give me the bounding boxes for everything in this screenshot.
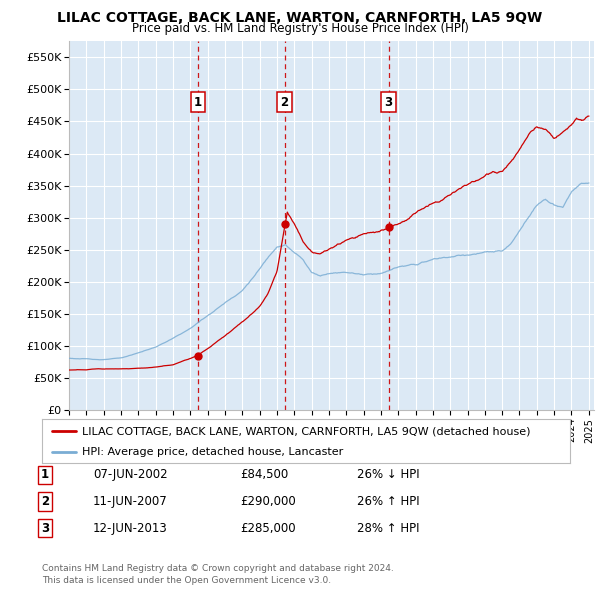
Text: 26% ↓ HPI: 26% ↓ HPI [357, 468, 419, 481]
Text: 26% ↑ HPI: 26% ↑ HPI [357, 495, 419, 508]
Text: £285,000: £285,000 [240, 522, 296, 535]
Text: 28% ↑ HPI: 28% ↑ HPI [357, 522, 419, 535]
Text: 2: 2 [280, 96, 289, 109]
Text: HPI: Average price, detached house, Lancaster: HPI: Average price, detached house, Lanc… [82, 447, 343, 457]
Text: £290,000: £290,000 [240, 495, 296, 508]
Text: £84,500: £84,500 [240, 468, 288, 481]
Text: 3: 3 [41, 522, 49, 535]
Text: LILAC COTTAGE, BACK LANE, WARTON, CARNFORTH, LA5 9QW: LILAC COTTAGE, BACK LANE, WARTON, CARNFO… [58, 11, 542, 25]
Text: 3: 3 [385, 96, 392, 109]
Text: LILAC COTTAGE, BACK LANE, WARTON, CARNFORTH, LA5 9QW (detached house): LILAC COTTAGE, BACK LANE, WARTON, CARNFO… [82, 427, 530, 436]
Text: 12-JUN-2013: 12-JUN-2013 [93, 522, 168, 535]
Text: 11-JUN-2007: 11-JUN-2007 [93, 495, 168, 508]
Text: 07-JUN-2002: 07-JUN-2002 [93, 468, 167, 481]
Text: 1: 1 [41, 468, 49, 481]
Text: Contains HM Land Registry data © Crown copyright and database right 2024.
This d: Contains HM Land Registry data © Crown c… [42, 565, 394, 585]
Text: Price paid vs. HM Land Registry's House Price Index (HPI): Price paid vs. HM Land Registry's House … [131, 22, 469, 35]
Text: 1: 1 [194, 96, 202, 109]
Text: 2: 2 [41, 495, 49, 508]
